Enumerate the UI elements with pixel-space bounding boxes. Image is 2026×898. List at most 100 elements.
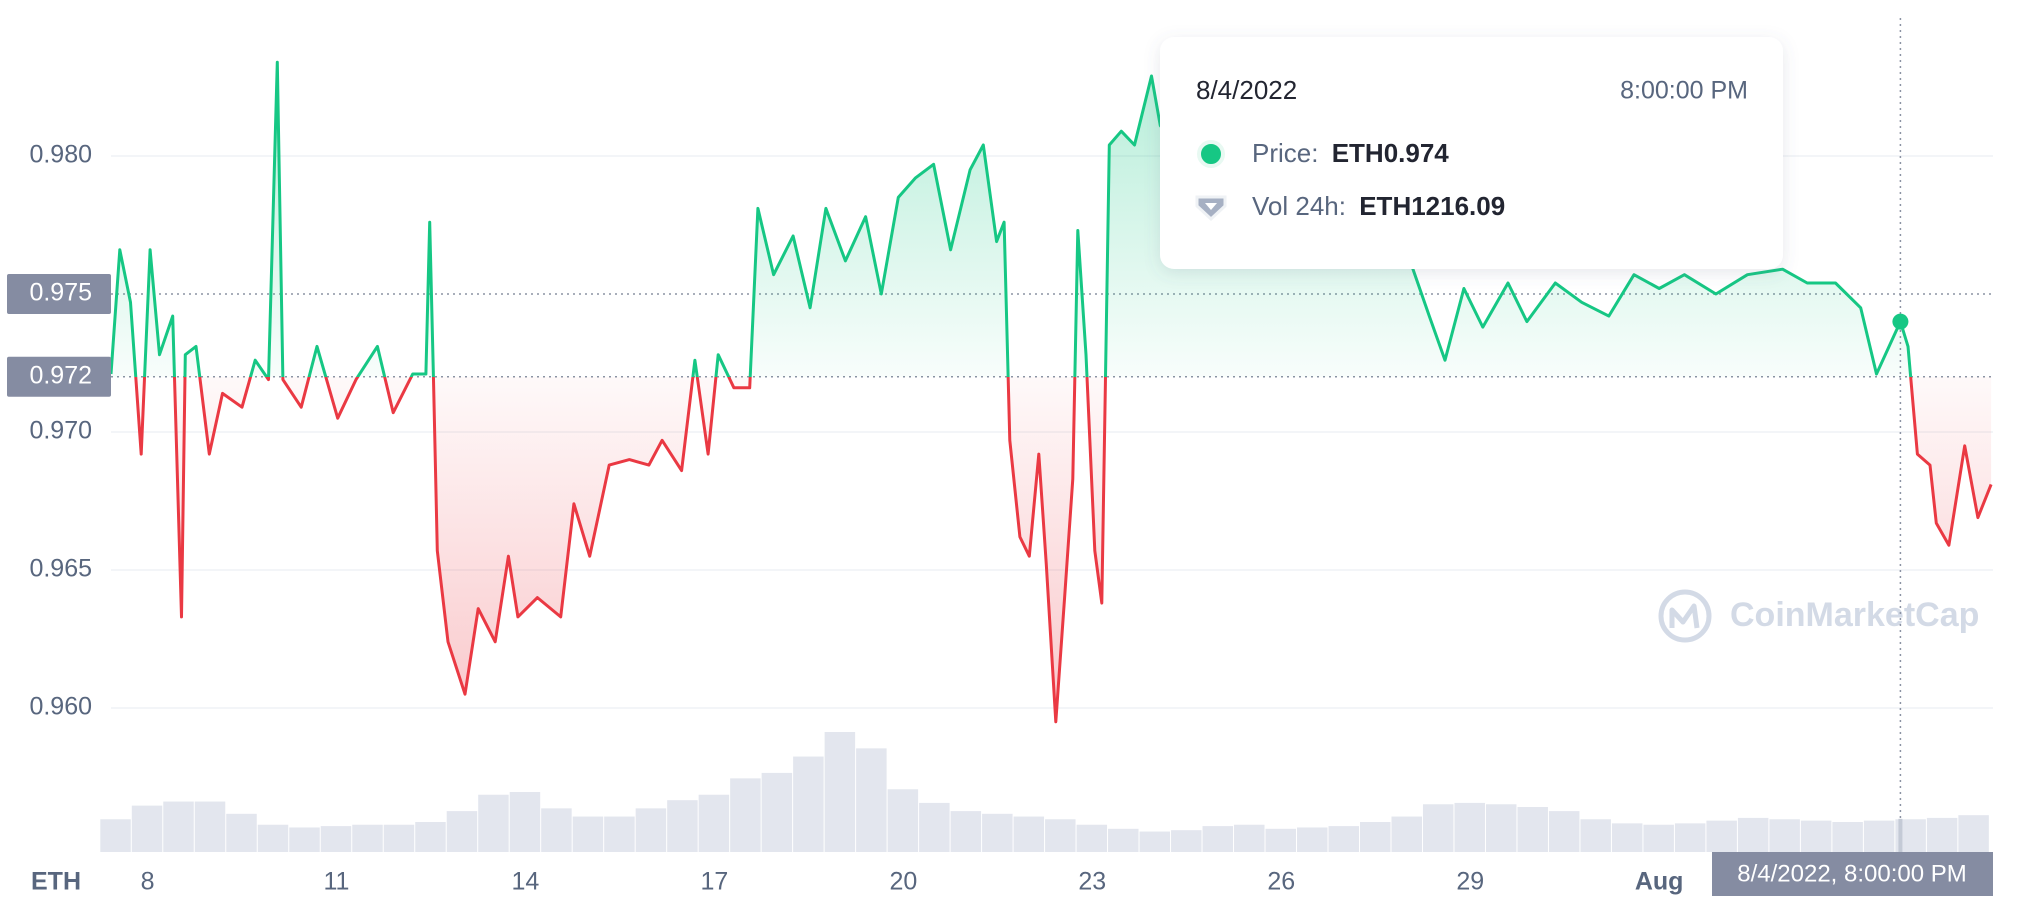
volume-bar xyxy=(856,748,887,852)
volume-bar xyxy=(257,824,289,852)
volume-bar xyxy=(415,822,446,852)
volume-bar xyxy=(1517,807,1548,852)
tooltip-value: ETH1216.09 xyxy=(1359,191,1505,221)
tooltip-label: Price: xyxy=(1252,138,1318,168)
volume-bar xyxy=(194,801,226,852)
volume-bar xyxy=(635,808,667,852)
volume-bar xyxy=(352,824,383,852)
price-area xyxy=(111,62,1992,722)
reference-label: 0.975 xyxy=(29,279,92,307)
hover-volume-bar xyxy=(1898,818,1903,852)
volume-bar xyxy=(541,808,572,852)
axes: ETH 0.960 0.965 0.970 0.980 0.975 0.972 8 11 14 1… xyxy=(7,141,1683,896)
volume-bar xyxy=(1611,823,1643,852)
volume-bar xyxy=(1643,824,1674,852)
volume-bar xyxy=(320,826,352,852)
x-tick-label: 11 xyxy=(324,868,350,896)
x-tick-label: 8 xyxy=(141,868,155,896)
y-tick-label: 0.960 xyxy=(29,693,92,721)
volume-bar xyxy=(1454,802,1485,852)
volume-bar xyxy=(1045,819,1076,852)
tooltip-volume-icon xyxy=(1205,203,1217,210)
volume-bar xyxy=(446,811,478,852)
volume-bar xyxy=(163,801,194,852)
volume-bar xyxy=(1926,817,1958,852)
volume-bar xyxy=(982,813,1013,852)
volume-bar xyxy=(1234,824,1265,852)
hover-label-box xyxy=(1712,852,1993,896)
reference-label-box xyxy=(7,274,111,314)
volume-bar xyxy=(289,827,320,852)
tooltip-date: 8/4/2022 xyxy=(1196,75,1297,105)
tooltip: 8/4/2022 8:00:00 PM Price: ETH0.974 Vol … xyxy=(1160,37,1783,269)
volume-bar xyxy=(100,819,131,852)
y-tick-label: 0.965 xyxy=(29,555,92,583)
volume-bar xyxy=(1171,830,1202,852)
volume-bar xyxy=(1737,817,1769,852)
volume-bar xyxy=(478,794,509,852)
volume-bar xyxy=(1832,822,1863,852)
x-tick-label: Aug xyxy=(1635,868,1684,896)
volume-bar xyxy=(1422,804,1454,852)
volume-bar xyxy=(1580,819,1611,852)
volume-bar xyxy=(1548,811,1580,852)
x-tick-label: 26 xyxy=(1267,868,1295,896)
watermark-text: CoinMarketCap xyxy=(1730,596,1979,634)
volume-bar xyxy=(1202,826,1234,852)
volume-bar xyxy=(604,816,635,852)
volume-bar xyxy=(1863,820,1895,852)
y-tick-label: 0.980 xyxy=(29,141,92,169)
volume-bar xyxy=(919,802,950,852)
volume-bar xyxy=(572,816,604,852)
volume-bar xyxy=(1139,831,1171,852)
volume-bar xyxy=(1359,822,1391,852)
volume-bar xyxy=(950,811,982,852)
tooltip-volume: Vol 24h: ETH1216.09 xyxy=(1252,191,1505,221)
volume-bar xyxy=(667,800,698,852)
watermark-logo xyxy=(1669,603,1700,629)
hover: 8/4/2022, 8:00:00 PM xyxy=(1712,18,1993,896)
volume-bar xyxy=(1391,816,1422,852)
hover-label: 8/4/2022, 8:00:00 PM xyxy=(1737,860,1967,887)
x-tick-label: 14 xyxy=(512,868,540,896)
volume-bar xyxy=(1958,815,1989,852)
volume-bar xyxy=(131,805,163,852)
volume-bar xyxy=(1265,828,1297,852)
volume-bar xyxy=(1769,819,1800,852)
volume-bar xyxy=(1706,820,1737,852)
tooltip-time: 8:00:00 PM xyxy=(1620,77,1748,105)
hover-dot xyxy=(1892,313,1909,330)
volume-bar xyxy=(793,756,824,852)
tooltip-box xyxy=(1160,37,1783,269)
volume xyxy=(100,732,1989,852)
volume-bar xyxy=(1297,827,1328,852)
price-line xyxy=(109,60,1993,724)
volume-bar xyxy=(730,778,761,852)
volume-bar xyxy=(1108,828,1139,852)
volume-bar xyxy=(698,794,730,852)
volume-bar xyxy=(383,824,415,852)
reference-label: 0.972 xyxy=(29,361,92,389)
volume-bar xyxy=(1800,820,1832,852)
volume-bar xyxy=(761,772,793,852)
tooltip-price-icon xyxy=(1197,140,1225,168)
x-tick-label: 29 xyxy=(1456,868,1484,896)
volume-bar xyxy=(1076,824,1108,852)
tooltip-value: ETH0.974 xyxy=(1332,138,1450,168)
unit-label: ETH xyxy=(31,868,81,896)
volume-bar xyxy=(887,789,919,852)
x-tick-label: 23 xyxy=(1078,868,1106,896)
tooltip-price: Price: ETH0.974 xyxy=(1252,138,1449,168)
y-tick-label: 0.970 xyxy=(29,417,92,445)
watermark: CoinMarketCap xyxy=(1658,589,1979,643)
volume-bar xyxy=(824,732,856,852)
volume-bar xyxy=(509,792,541,852)
volume-bar xyxy=(1674,823,1706,852)
watermark-logo xyxy=(1658,589,1712,643)
x-tick-label: 17 xyxy=(700,868,728,896)
tooltip-label: Vol 24h: xyxy=(1252,191,1346,221)
volume-bar xyxy=(226,813,257,852)
volume-bar xyxy=(1328,826,1359,852)
x-tick-label: 20 xyxy=(889,868,917,896)
